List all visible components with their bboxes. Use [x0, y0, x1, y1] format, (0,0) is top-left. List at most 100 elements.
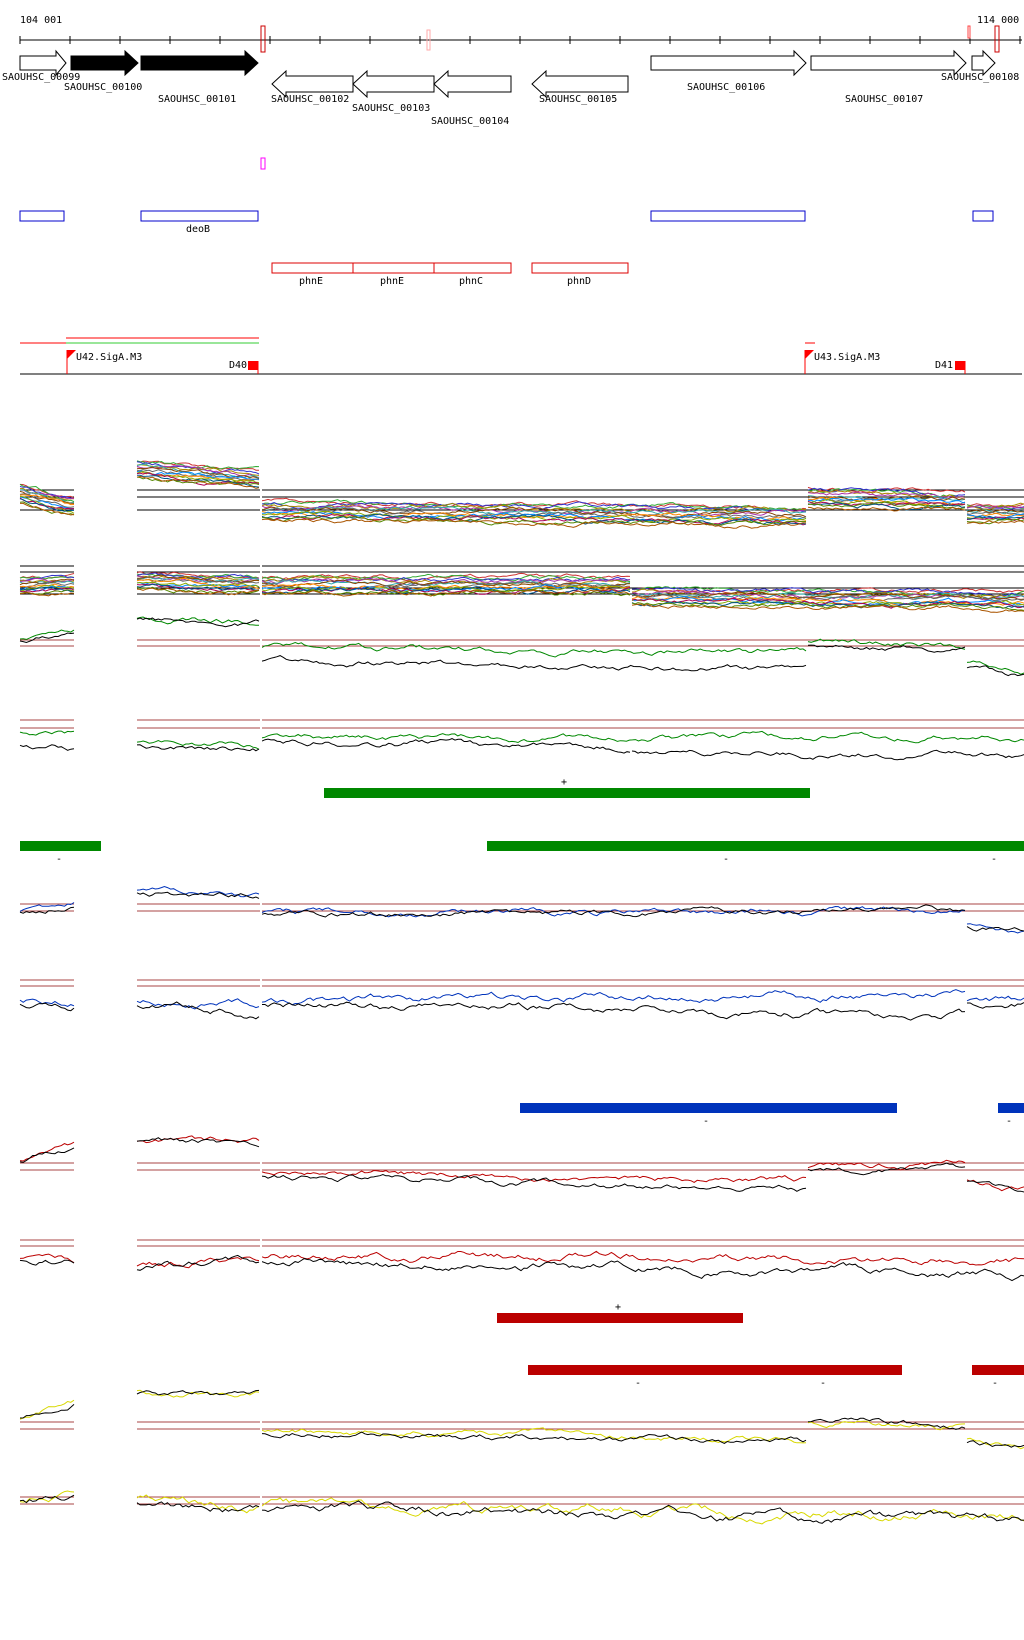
- segment-marker: -: [820, 1378, 826, 1389]
- segment-bar[interactable]: [324, 788, 810, 798]
- gene-label: SAOUHSC_00100: [64, 82, 142, 93]
- expression-line: [19, 989, 1024, 1010]
- gene-arrow[interactable]: [70, 49, 139, 77]
- expression-line: [19, 616, 1024, 675]
- expression-line: [19, 466, 1024, 519]
- expression-line: [19, 1490, 1024, 1525]
- terminator-icon[interactable]: [248, 361, 258, 370]
- expression-line: [19, 1137, 1024, 1193]
- promoter-label: U43.SigA.M3: [814, 352, 880, 363]
- expression-line: [19, 586, 1024, 611]
- ruler-marker: [994, 25, 1000, 53]
- gene-arrow[interactable]: [140, 49, 259, 77]
- expression-line: [19, 1494, 1024, 1524]
- promoter-label: D41: [935, 360, 953, 371]
- gene-label: SAOUHSC_00103: [352, 103, 430, 114]
- gene-arrow[interactable]: [531, 69, 629, 99]
- expression-line: [19, 891, 1024, 932]
- expression-line: [19, 583, 1024, 609]
- expression-line: [19, 1250, 1024, 1269]
- annotation-box[interactable]: [271, 262, 354, 274]
- expression-line: [19, 581, 1024, 607]
- gene-label: SAOUHSC_00101: [158, 94, 236, 105]
- expression-line: [19, 1389, 1024, 1450]
- annotation-box[interactable]: [352, 262, 435, 274]
- expression-line: [19, 1254, 1024, 1282]
- segment-bar[interactable]: [20, 841, 101, 851]
- promoter-flag-icon[interactable]: [805, 350, 814, 359]
- annotation-label: phnC: [459, 276, 483, 287]
- expression-line: [19, 738, 1024, 761]
- gene-label: SAOUHSC_00107: [845, 94, 923, 105]
- segment-marker: -: [1006, 1116, 1012, 1127]
- gene-arrow[interactable]: [271, 69, 354, 99]
- expression-line: [19, 576, 1024, 600]
- gene-label: SAOUHSC_00108: [941, 72, 1019, 83]
- promoter-label: U42.SigA.M3: [76, 352, 142, 363]
- expression-line: [19, 474, 1024, 526]
- gene-arrow[interactable]: [810, 49, 967, 77]
- gene-label: SAOUHSC_00106: [687, 82, 765, 93]
- segment-bar[interactable]: [487, 841, 1024, 851]
- gene-arrow[interactable]: [352, 69, 435, 99]
- expression-line: [19, 460, 1024, 511]
- expression-line: [19, 617, 1024, 677]
- segment-bar[interactable]: [998, 1103, 1024, 1113]
- expression-line: [19, 575, 1024, 601]
- annotation-box[interactable]: [531, 262, 629, 274]
- segment-marker: +: [615, 1302, 621, 1313]
- gene-arrow[interactable]: [19, 49, 67, 77]
- ruler-start-label: 104 001: [20, 15, 62, 26]
- blue-annotation-track: deoB: [19, 210, 994, 235]
- ruler-end-label: 114 000: [977, 15, 1019, 26]
- segment-marker: -: [703, 1116, 709, 1127]
- expression-line: [19, 470, 1024, 522]
- expression-line: [20, 475, 1024, 529]
- gene-label: SAOUHSC_00102: [271, 94, 349, 105]
- expression-line: [19, 1135, 1024, 1192]
- promoter-flag-icon[interactable]: [67, 350, 76, 359]
- promoter-label: D40: [229, 360, 247, 371]
- expression-line: [19, 472, 1024, 526]
- annotation-box[interactable]: [19, 210, 65, 222]
- segment-bar[interactable]: [528, 1365, 902, 1375]
- terminator-icon[interactable]: [955, 361, 965, 370]
- expression-line: [19, 460, 1024, 511]
- annotation-label: deoB: [186, 224, 210, 235]
- coordinate-ruler: 104 001 114 000: [19, 15, 1022, 53]
- segment-bar[interactable]: [497, 1313, 743, 1323]
- annotation-box[interactable]: [650, 210, 806, 222]
- expression-line: [19, 885, 1024, 934]
- gene-arrow[interactable]: [971, 49, 996, 77]
- expression-line: [19, 1001, 1024, 1021]
- segment-bar[interactable]: [520, 1103, 897, 1113]
- annotation-box[interactable]: [972, 210, 994, 222]
- ruler-marker: [426, 29, 431, 51]
- expression-line: [19, 470, 1024, 522]
- annotation-box[interactable]: [433, 262, 512, 274]
- gene-label: SAOUHSC_00099: [2, 72, 80, 83]
- segment-marker: -: [635, 1378, 641, 1389]
- gene-arrow[interactable]: [433, 69, 512, 99]
- red-annotation-track: phnE phnE phnC phnD: [271, 262, 629, 287]
- segment-marker: +: [561, 777, 567, 788]
- segment-marker: -: [56, 854, 62, 865]
- gene-label: SAOUHSC_00104: [431, 116, 509, 127]
- gene-arrow[interactable]: [650, 49, 807, 77]
- expression-line: [19, 730, 1024, 750]
- magenta-marker: [260, 157, 266, 170]
- annotation-label: phnE: [380, 276, 404, 287]
- expression-line: [19, 572, 1024, 598]
- segment-track: + - - - - - + - - -: [20, 777, 1024, 1389]
- expression-line: [19, 1389, 1024, 1448]
- segment-bar[interactable]: [972, 1365, 1024, 1375]
- promoter-track: U42.SigA.M3 D40 U43.SigA.M3 D41: [20, 337, 1022, 375]
- segment-marker: -: [723, 854, 729, 865]
- annotation-box[interactable]: [140, 210, 259, 222]
- segment-marker: -: [992, 1378, 998, 1389]
- annotation-label: phnD: [567, 276, 591, 287]
- gene-label: SAOUHSC_00105: [539, 94, 617, 105]
- annotation-label: phnE: [299, 276, 323, 287]
- expression-line: [19, 587, 1024, 613]
